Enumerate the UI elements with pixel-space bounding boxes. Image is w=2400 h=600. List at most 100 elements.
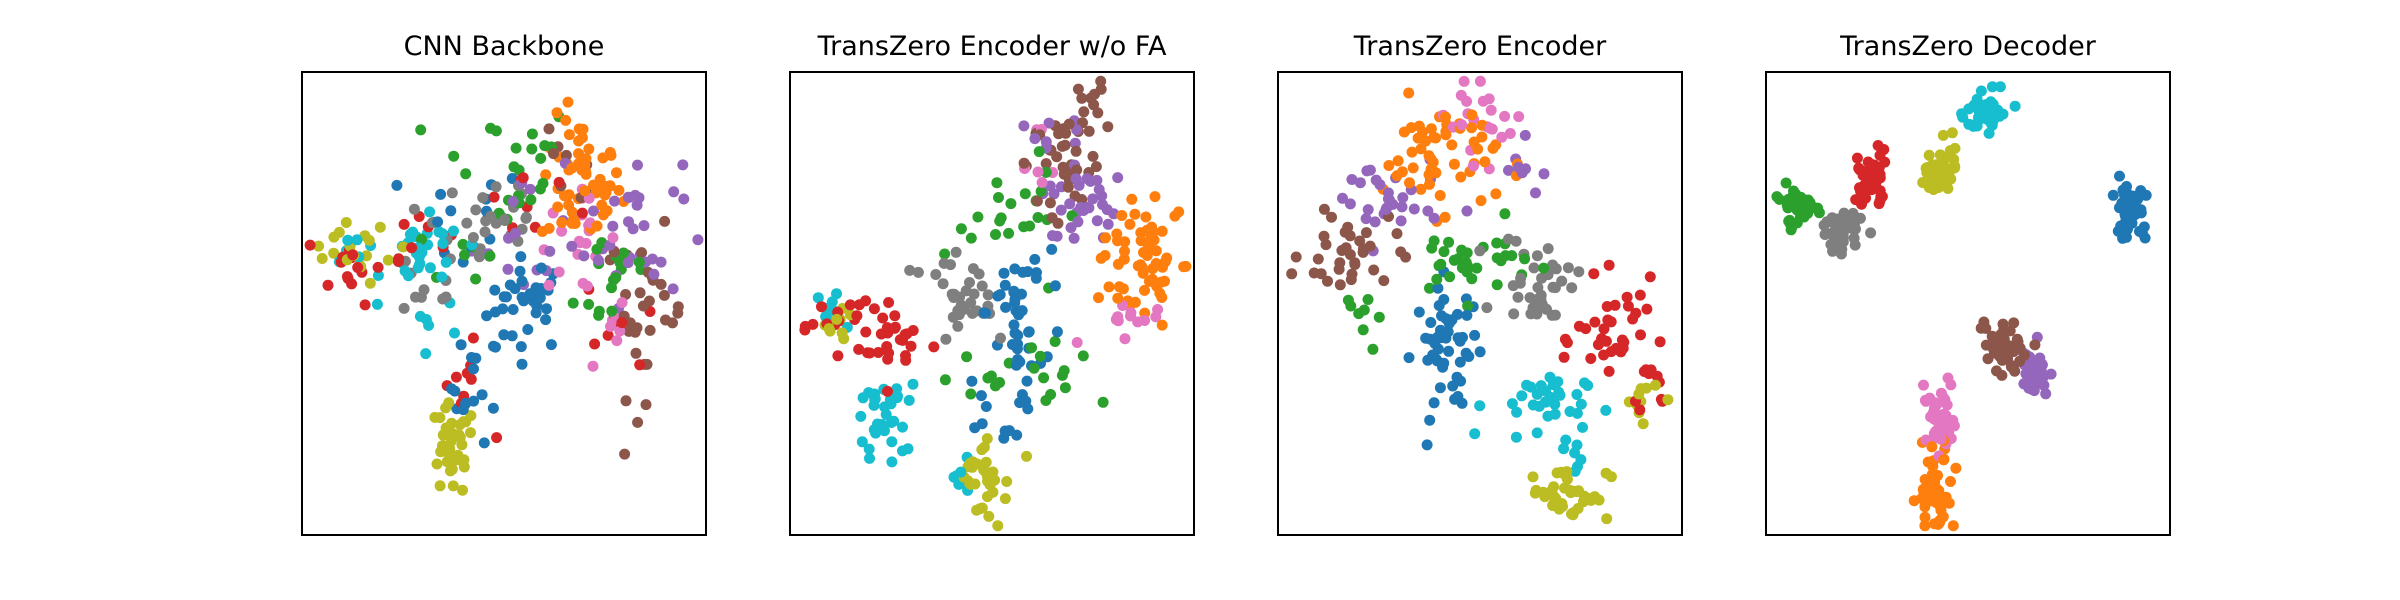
scatter-point-class-0 bbox=[1003, 425, 1015, 437]
scatter-point-class-0 bbox=[1454, 356, 1466, 368]
scatter-point-class-0 bbox=[541, 303, 552, 315]
scatter-point-class-0 bbox=[487, 402, 499, 414]
scatter-point-class-9 bbox=[857, 392, 869, 404]
scatter-point-class-0 bbox=[2134, 225, 2145, 237]
scatter-point-class-2 bbox=[1444, 271, 1456, 283]
scatter-point-class-0 bbox=[514, 265, 526, 277]
scatter-point-class-1 bbox=[1448, 158, 1460, 170]
scatter-point-class-1 bbox=[1135, 235, 1147, 247]
scatter-point-class-2 bbox=[1353, 308, 1365, 320]
scatter-point-class-5 bbox=[2029, 339, 2041, 351]
scatter-point-class-0 bbox=[1461, 309, 1473, 321]
scatter-point-class-2 bbox=[593, 305, 605, 317]
scatter-point-class-6 bbox=[611, 335, 623, 347]
scatter-point-class-8 bbox=[340, 217, 352, 228]
scatter-point-class-8 bbox=[447, 480, 459, 492]
scatter-point-class-0 bbox=[1432, 282, 1444, 294]
scatter-point-class-9 bbox=[1977, 107, 1989, 119]
scatter-point-class-0 bbox=[1429, 338, 1441, 349]
scatter-point-class-3 bbox=[1634, 289, 1646, 301]
scatter-point-class-1 bbox=[1173, 206, 1185, 218]
scatter-point-class-5 bbox=[1095, 75, 1107, 87]
scatter-point-class-7 bbox=[1510, 235, 1522, 247]
scatter-point-class-1 bbox=[1150, 245, 1162, 257]
scatter-point-class-7 bbox=[1550, 263, 1562, 275]
scatter-point-class-0 bbox=[1447, 380, 1459, 392]
scatter-point-class-9 bbox=[1547, 379, 1559, 391]
scatter-point-class-5 bbox=[629, 326, 641, 338]
scatter-point-class-0 bbox=[998, 432, 1010, 444]
scatter-point-class-4 bbox=[578, 250, 590, 262]
scatter-point-class-8 bbox=[983, 510, 995, 522]
scatter-point-class-7 bbox=[499, 214, 511, 225]
scatter-point-class-4 bbox=[1096, 190, 1108, 202]
panel-transzero-encoder: TransZero Encoder bbox=[1277, 31, 1683, 536]
scatter-point-class-8 bbox=[992, 520, 1004, 532]
scatter-point-class-8 bbox=[1949, 142, 1961, 154]
scatter-point-class-0 bbox=[1046, 243, 1058, 255]
scatter-point-class-8 bbox=[1937, 129, 1949, 141]
scatter-point-class-1 bbox=[1144, 275, 1156, 287]
scatter-point-class-2 bbox=[1018, 221, 1030, 233]
scatter-point-class-0 bbox=[506, 173, 518, 184]
scatter-point-class-4 bbox=[1513, 161, 1524, 173]
scatter-point-class-9 bbox=[424, 262, 436, 274]
scatter-point-class-7 bbox=[473, 248, 485, 260]
scatter-point-class-3 bbox=[799, 324, 811, 336]
scatter-point-class-9 bbox=[1558, 443, 1570, 455]
scatter-point-class-9 bbox=[351, 234, 363, 246]
scatter-point-class-1 bbox=[1434, 190, 1446, 201]
scatter-point-class-8 bbox=[1556, 498, 1568, 510]
scatter-point-class-1 bbox=[1926, 441, 1938, 453]
scatter-point-class-1 bbox=[1415, 183, 1427, 195]
scatter-point-class-2 bbox=[1019, 188, 1031, 200]
scatter-point-class-3 bbox=[450, 371, 462, 383]
scatter-point-class-8 bbox=[1945, 173, 1957, 185]
scatter-point-class-1 bbox=[1490, 188, 1502, 200]
scatter-point-class-4 bbox=[1081, 173, 1093, 185]
scatter-point-class-2 bbox=[526, 128, 538, 140]
scatter-point-class-7 bbox=[446, 187, 458, 199]
scatter-point-class-5 bbox=[1312, 253, 1324, 265]
scatter-point-class-5 bbox=[1070, 145, 1082, 157]
scatter-point-class-3 bbox=[1588, 268, 1600, 280]
scatter-point-class-4 bbox=[507, 196, 519, 207]
scatter-point-class-8 bbox=[967, 456, 979, 468]
scatter-point-class-6 bbox=[605, 320, 616, 332]
scatter-point-class-2 bbox=[1033, 146, 1045, 158]
scatter-point-class-4 bbox=[2029, 379, 2040, 391]
scatter-point-class-7 bbox=[1507, 280, 1519, 292]
scatter-point-class-2 bbox=[416, 233, 427, 245]
scatter-point-class-1 bbox=[577, 123, 589, 135]
scatter-point-class-2 bbox=[1097, 396, 1109, 408]
scatter-point-class-9 bbox=[371, 298, 383, 310]
scatter-point-class-9 bbox=[1516, 390, 1528, 402]
scatter-point-class-0 bbox=[476, 389, 488, 401]
scatter-point-class-2 bbox=[1471, 262, 1483, 274]
scatter-point-class-5 bbox=[1326, 211, 1337, 223]
scatter-point-class-9 bbox=[2009, 100, 2021, 112]
scatter-point-class-3 bbox=[491, 432, 503, 444]
scatter-point-class-0 bbox=[1434, 382, 1446, 394]
scatter-point-class-0 bbox=[1427, 349, 1439, 361]
scatter-point-class-9 bbox=[955, 466, 967, 478]
scatter-point-class-2 bbox=[539, 140, 551, 152]
plot-frame bbox=[789, 71, 1195, 536]
scatter-point-class-0 bbox=[1425, 317, 1437, 328]
scatter-point-class-2 bbox=[633, 256, 645, 268]
scatter-point-class-7 bbox=[479, 226, 491, 238]
scatter-point-class-9 bbox=[907, 378, 919, 390]
scatter-point-class-4 bbox=[1369, 216, 1381, 228]
scatter-point-class-1 bbox=[1140, 211, 1152, 223]
scatter-point-class-4 bbox=[1397, 192, 1409, 204]
scatter-point-class-8 bbox=[1527, 471, 1539, 483]
scatter-point-class-1 bbox=[1919, 520, 1931, 532]
scatter-point-class-4 bbox=[1070, 173, 1082, 185]
scatter-point-class-2 bbox=[460, 168, 472, 180]
scatter-point-class-7 bbox=[937, 278, 949, 290]
scatter-point-class-2 bbox=[1428, 235, 1440, 247]
scatter-point-class-4 bbox=[667, 283, 679, 295]
scatter-point-class-2 bbox=[525, 194, 537, 206]
scatter-point-class-2 bbox=[537, 177, 549, 189]
scatter-point-class-5 bbox=[620, 395, 632, 407]
